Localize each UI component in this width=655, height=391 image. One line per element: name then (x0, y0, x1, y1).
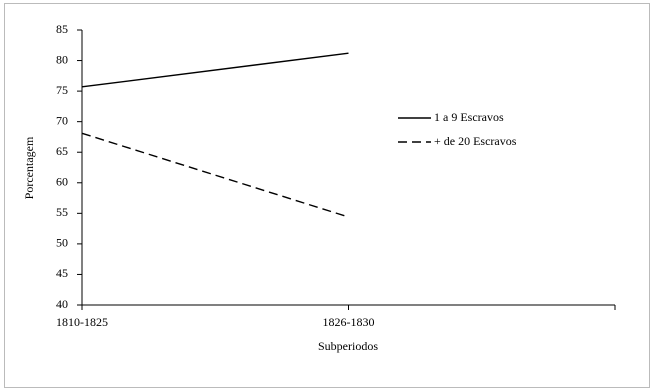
y-tick-label: 80 (56, 52, 68, 66)
series-line (81, 52, 349, 88)
y-tick-label: 50 (56, 236, 68, 250)
legend-label: + de 20 Escravos (434, 134, 517, 148)
x-tick-label: 1826-1830 (323, 315, 375, 329)
series-line (81, 132, 349, 218)
y-tick-label: 85 (56, 22, 68, 36)
legend-label: 1 a 9 Escravos (434, 110, 504, 124)
y-tick-label: 70 (56, 113, 68, 127)
x-tick-label: 1810-1825 (56, 315, 108, 329)
y-tick-label: 75 (56, 83, 68, 97)
y-tick-label: 60 (56, 175, 68, 189)
y-tick-label: 65 (56, 144, 68, 158)
y-tick-label: 55 (56, 205, 68, 219)
y-tick-label: 45 (56, 266, 68, 280)
chart-frame (4, 3, 650, 388)
y-tick-label: 40 (56, 297, 68, 311)
y-axis-label: Porcentagem (22, 136, 36, 199)
x-axis-label: Subperiodos (318, 339, 378, 353)
